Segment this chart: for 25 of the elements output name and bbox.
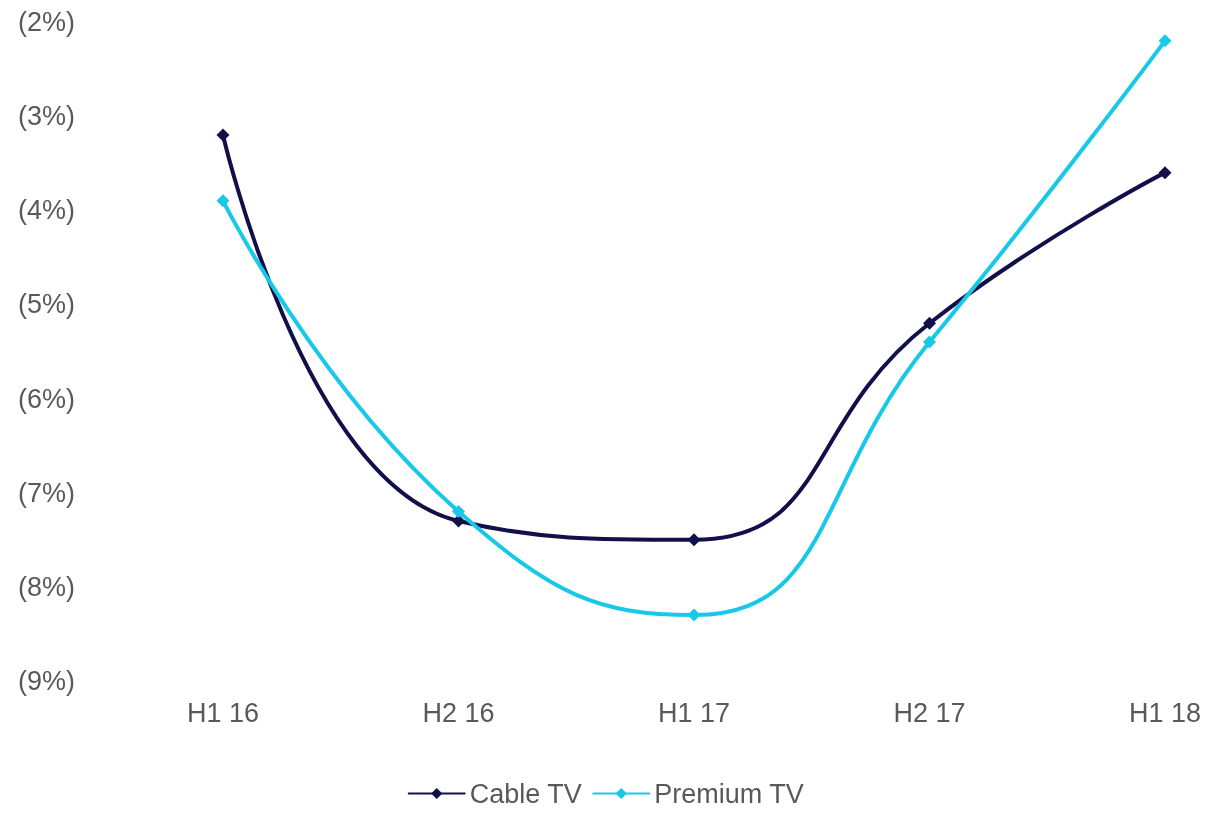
point — [216, 194, 230, 208]
y-tick-label: (9%) — [17, 666, 75, 696]
y-tick-label: (6%) — [17, 383, 75, 414]
point — [687, 608, 701, 622]
x-tick-label: H1 18 — [1128, 697, 1202, 728]
y-tick-label: (7%) — [17, 477, 75, 508]
point — [687, 533, 701, 547]
point — [923, 335, 936, 349]
y-tick-label: (8%) — [17, 571, 75, 602]
point — [452, 514, 465, 528]
x-tick-label: H1 17 — [657, 697, 731, 728]
point — [216, 128, 230, 142]
x-tick-label: H1 16 — [186, 697, 260, 728]
x-tick-label: H2 17 — [893, 697, 966, 728]
legend-label: Cable TV — [469, 778, 582, 809]
point — [923, 316, 936, 330]
y-tick-label: (2%) — [17, 7, 75, 37]
point — [452, 505, 465, 519]
x-tick-label: H2 16 — [422, 697, 495, 728]
y-tick-label: (5%) — [17, 289, 75, 320]
y-tick-label: (3%) — [17, 101, 75, 132]
point — [1158, 166, 1172, 180]
legend-label: Premium TV — [654, 778, 804, 809]
y-tick-label: (4%) — [17, 195, 75, 226]
point — [1158, 34, 1172, 48]
